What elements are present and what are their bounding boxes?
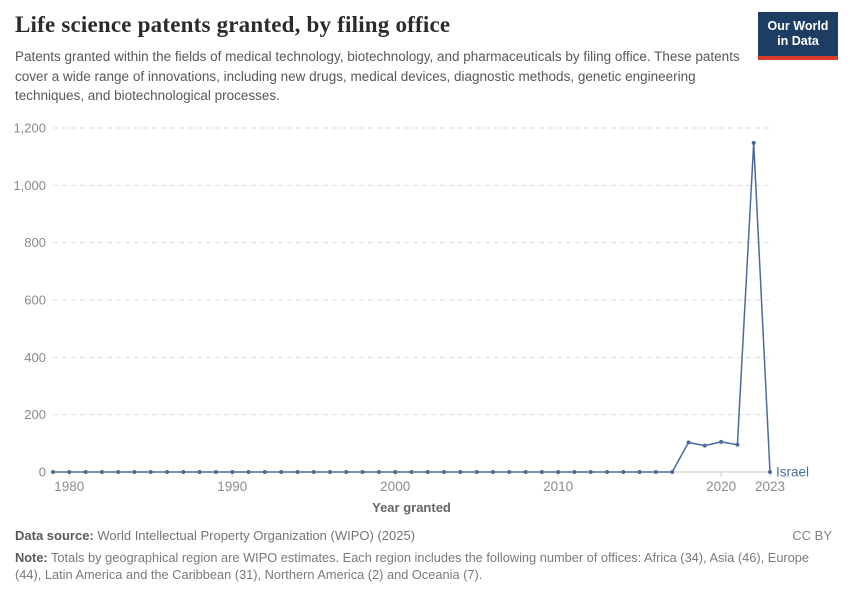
x-tick-label: 1990 <box>217 479 247 494</box>
data-point[interactable] <box>572 470 577 474</box>
data-source: Data source: World Intellectual Property… <box>15 528 415 543</box>
data-point[interactable] <box>165 470 170 474</box>
data-point[interactable] <box>523 470 528 474</box>
y-tick-label: 1,000 <box>13 178 46 193</box>
data-point[interactable] <box>148 470 153 474</box>
data-point[interactable] <box>621 470 626 474</box>
data-point[interactable] <box>653 470 658 474</box>
x-tick-label: 2023 <box>755 479 785 494</box>
owid-logo[interactable]: Our World in Data <box>758 12 838 60</box>
owid-logo-text-line1: Our World <box>767 19 829 33</box>
y-tick-label: 200 <box>24 407 46 422</box>
data-point[interactable] <box>539 470 544 474</box>
data-point[interactable] <box>507 470 512 474</box>
data-source-text: World Intellectual Property Organization… <box>97 528 416 543</box>
x-axis-title: Year granted <box>372 500 451 515</box>
data-point[interactable] <box>262 470 267 474</box>
note-label: Note: <box>15 550 48 565</box>
y-tick-label: 1,200 <box>13 121 46 136</box>
data-point[interactable] <box>751 140 756 145</box>
data-point[interactable] <box>99 470 104 474</box>
data-point[interactable] <box>605 470 610 474</box>
data-point[interactable] <box>344 470 349 474</box>
data-point[interactable] <box>213 470 218 474</box>
y-tick-label: 600 <box>24 293 46 308</box>
data-point[interactable] <box>279 470 284 474</box>
data-point[interactable] <box>702 443 707 448</box>
note-text: Totals by geographical region are WIPO e… <box>15 550 810 582</box>
data-point[interactable] <box>670 470 675 474</box>
chart-header: Life science patents granted, by filing … <box>15 12 838 106</box>
y-tick-label: 400 <box>24 350 46 365</box>
data-point[interactable] <box>474 470 479 474</box>
page-title: Life science patents granted, by filing … <box>15 12 451 37</box>
data-point[interactable] <box>197 470 202 474</box>
x-tick-label: 2020 <box>706 479 736 494</box>
note-row: Note: Totals by geographical region are … <box>15 550 832 583</box>
data-point[interactable] <box>768 470 772 474</box>
x-tick-label: 2010 <box>543 479 573 494</box>
data-point[interactable] <box>556 470 561 474</box>
data-point[interactable] <box>442 470 447 474</box>
y-tick-label: 0 <box>39 465 46 480</box>
data-point[interactable] <box>328 470 333 474</box>
data-point[interactable] <box>116 470 121 474</box>
series-end-label-israel[interactable]: Israel <box>776 465 809 480</box>
chart-subtitle: Patents granted within the fields of med… <box>15 49 740 104</box>
data-point[interactable] <box>637 470 642 474</box>
data-point[interactable] <box>409 470 414 474</box>
y-tick-label: 800 <box>24 235 46 250</box>
data-point[interactable] <box>458 470 463 474</box>
data-point[interactable] <box>83 470 88 474</box>
owid-logo-text-line2: in Data <box>777 33 819 48</box>
data-point[interactable] <box>393 470 398 474</box>
data-point[interactable] <box>51 470 55 474</box>
data-point[interactable] <box>425 470 430 474</box>
data-point[interactable] <box>132 470 137 474</box>
data-point[interactable] <box>376 470 381 474</box>
data-source-row: Data source: World Intellectual Property… <box>15 528 832 543</box>
x-tick-label: 2000 <box>380 479 410 494</box>
x-tick-label: 1980 <box>54 479 84 494</box>
data-point[interactable] <box>490 470 495 474</box>
data-point[interactable] <box>588 470 593 474</box>
license-link[interactable]: CC BY <box>792 528 832 543</box>
data-point[interactable] <box>360 470 365 474</box>
data-point[interactable] <box>67 470 72 474</box>
chart-footer: Data source: World Intellectual Property… <box>15 528 832 583</box>
data-point[interactable] <box>246 470 251 474</box>
data-point[interactable] <box>181 470 186 474</box>
data-point[interactable] <box>311 470 316 474</box>
data-point[interactable] <box>719 439 724 444</box>
data-point[interactable] <box>295 470 300 474</box>
data-source-label: Data source: <box>15 528 94 543</box>
data-point[interactable] <box>735 442 740 447</box>
series-line-israel[interactable] <box>53 142 771 473</box>
data-point[interactable] <box>230 470 235 474</box>
data-point[interactable] <box>686 440 691 445</box>
